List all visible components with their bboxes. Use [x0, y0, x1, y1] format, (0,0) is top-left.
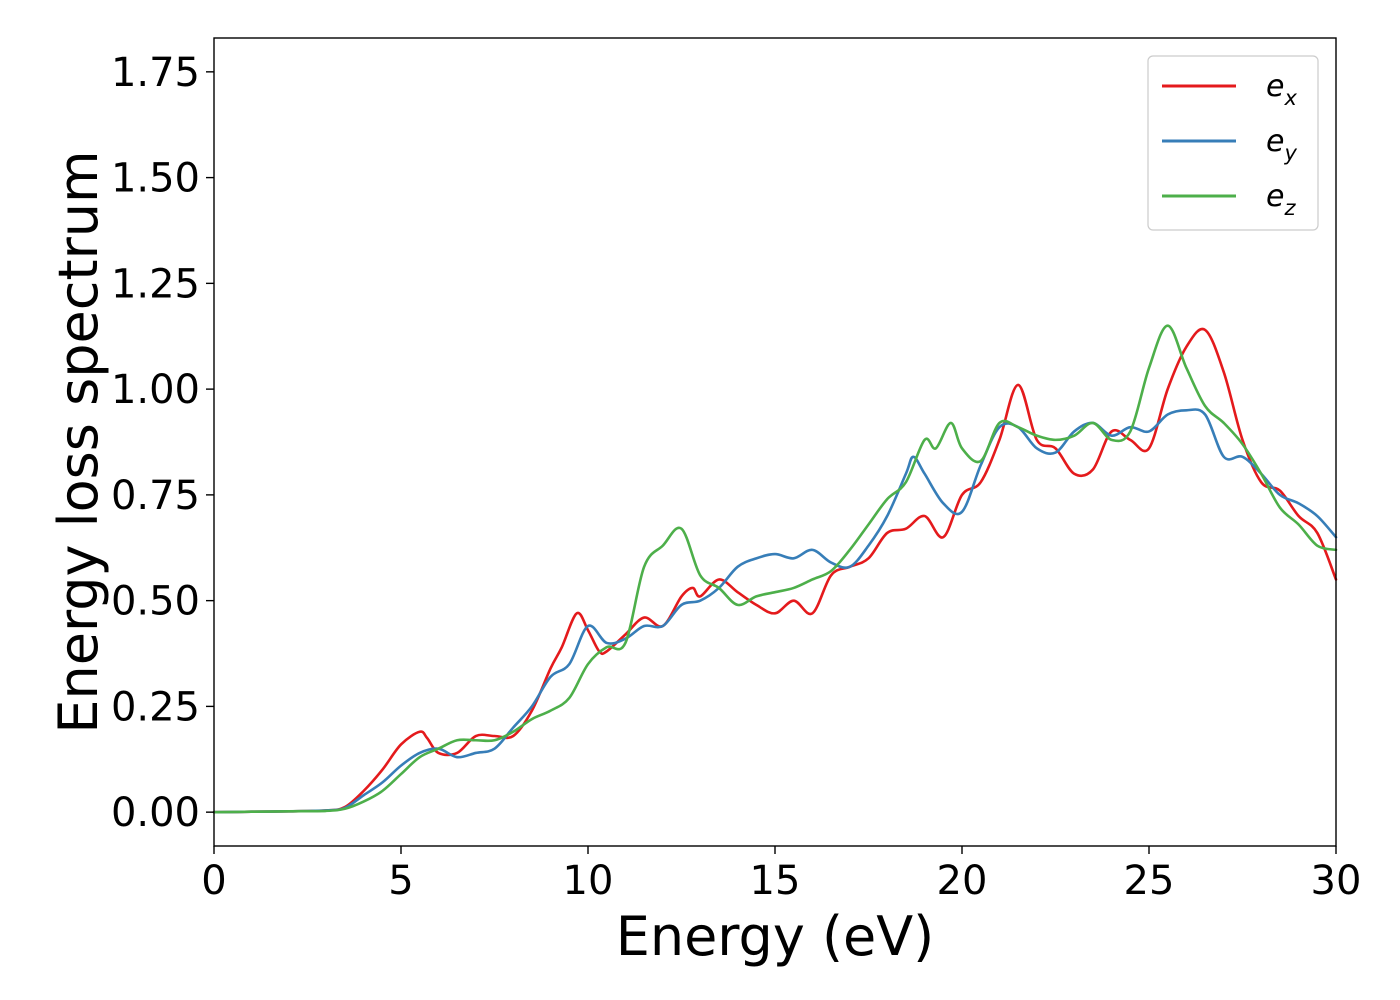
y-tick-label: 0.75 — [111, 473, 200, 519]
x-tick-label: 0 — [201, 858, 226, 904]
legend-label-z: ez — [1266, 179, 1296, 220]
y-tick-label: 0.00 — [111, 790, 200, 836]
series-line-z — [212, 324, 1338, 814]
y-tick-label: 1.25 — [111, 261, 200, 307]
y-tick-label: 0.25 — [111, 684, 200, 730]
legend-box — [1147, 55, 1319, 231]
x-tick-label: 5 — [388, 858, 413, 904]
legend-label-x: ex — [1266, 69, 1297, 110]
legend-label-subscript: x — [1283, 86, 1297, 110]
y-tick-label: 1.00 — [111, 367, 200, 413]
legend-label-base: e — [1266, 69, 1284, 104]
series-line-x — [212, 327, 1338, 814]
series-layer — [212, 324, 1338, 814]
legend-label-base: e — [1266, 124, 1284, 159]
x-tick-label: 25 — [1124, 858, 1175, 904]
legend-label-subscript: y — [1283, 141, 1297, 165]
y-tick-label: 0.50 — [111, 579, 200, 625]
x-tick-label: 20 — [937, 858, 988, 904]
legend-label-y: ey — [1266, 124, 1297, 165]
ticks-layer: 0 5 10 15 20 25 30 0.00 0.25 0.50 0.75 1.00 1.25 1.50… — [111, 50, 1362, 904]
legend-label-subscript: z — [1283, 196, 1296, 220]
x-tick-label: 30 — [1311, 858, 1362, 904]
x-axis-title: Energy (eV) — [616, 905, 935, 968]
y-axis-title: Energy loss spectrum — [47, 150, 110, 733]
y-tick-label: 1.75 — [111, 50, 200, 96]
series-line-y — [212, 408, 1338, 814]
x-tick-label: 15 — [750, 858, 801, 904]
x-tick-label: 10 — [563, 858, 614, 904]
y-tick-label: 1.50 — [111, 156, 200, 202]
legend-label-base: e — [1266, 179, 1284, 214]
